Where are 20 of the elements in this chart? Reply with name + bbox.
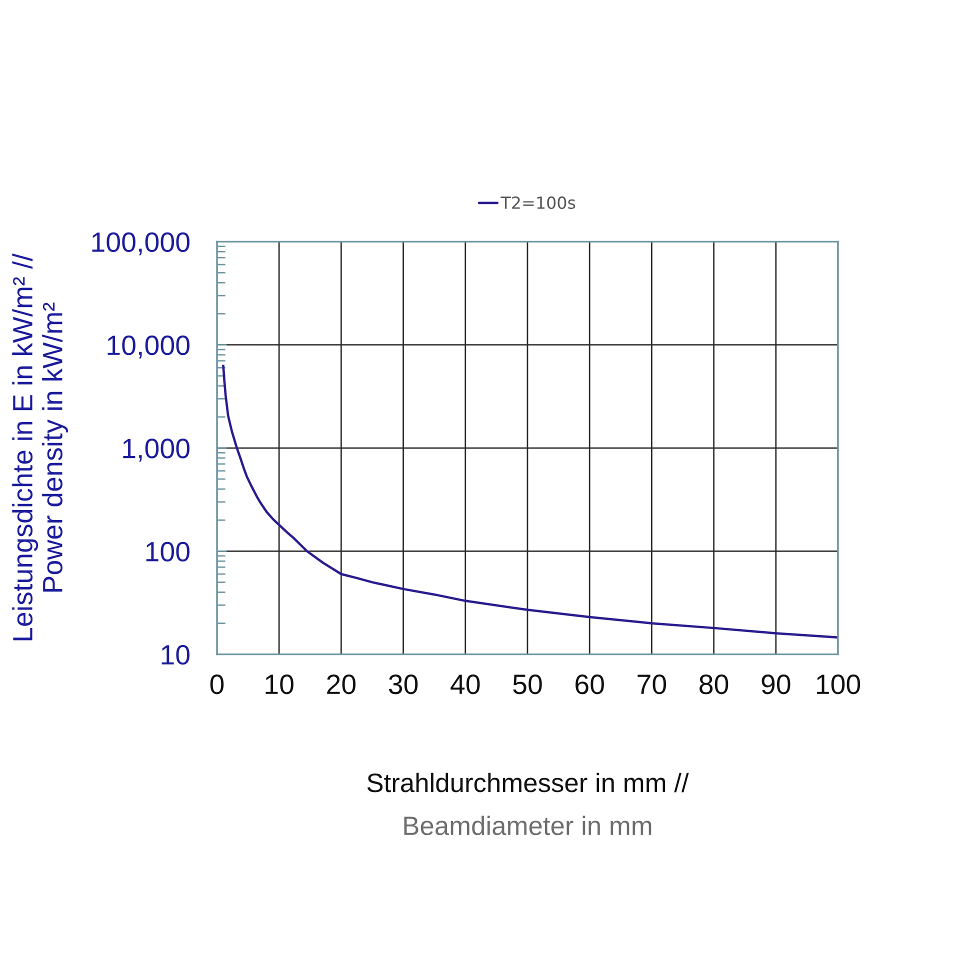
x-tick-label: 10 [266,674,294,694]
legend-label: T2=100s [500,196,576,209]
y-tick-label: 10,000 [108,336,190,358]
x-tick-label: 70 [638,674,666,694]
y-tick-label: 10 [162,645,190,665]
x-tick-label: 30 [388,674,418,694]
y-tick-label: 100 [146,542,190,562]
x-tick-label: 90 [762,674,790,694]
x-tick-label: 50 [513,674,542,694]
x-tick-label: 0 [210,674,224,694]
x-tick-label: 40 [450,674,480,694]
x-axis-title: Strahldurchmesser in mm // Beamdiameter in mm [367,772,689,836]
line-series [222,364,838,639]
x-tick-label: 20 [327,674,356,694]
y-axis-title: Leistungsdichte in E in kW/m² // Power density in kW/m² [12,253,68,640]
x-tick-label: 80 [700,674,728,694]
x-tick-label: 100 [816,674,860,694]
x-tick-label: 60 [576,674,604,694]
y-tick-label: 100,000 [92,232,190,256]
y-tick-label: 1,000 [123,438,190,462]
